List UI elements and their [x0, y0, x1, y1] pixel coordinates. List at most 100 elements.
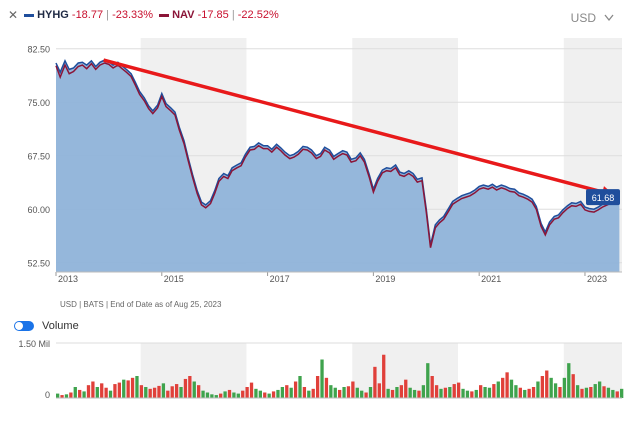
- volume-bar: [157, 385, 161, 398]
- volume-bar: [78, 389, 82, 398]
- volume-bar: [223, 391, 227, 398]
- volume-bar: [487, 387, 492, 398]
- volume-bar: [104, 387, 108, 398]
- legend-hyhg: HYHG -18.77 | -23.33%: [24, 9, 153, 21]
- volume-bar: [280, 387, 285, 398]
- volume-bar: [302, 387, 307, 398]
- volume-bar: [395, 387, 399, 398]
- x-tick-label: 2015: [164, 274, 184, 284]
- volume-bar: [108, 390, 113, 398]
- volume-bar: [558, 387, 562, 398]
- volume-bar: [567, 363, 571, 398]
- volume-bar: [267, 393, 271, 398]
- volume-bar: [139, 385, 144, 398]
- y-tick-label: 82.50: [27, 45, 50, 55]
- last-value-badge: [586, 189, 620, 206]
- volume-bar: [505, 372, 509, 398]
- volume-bar: [289, 387, 293, 398]
- volume-bar: [276, 389, 280, 398]
- volume-toggle-row: Volume: [14, 320, 79, 332]
- volume-bar: [227, 389, 232, 398]
- volume-bar: [271, 391, 276, 398]
- volume-bar: [501, 377, 505, 398]
- volume-bar: [474, 389, 478, 398]
- currency-label: USD: [570, 11, 596, 25]
- legend-nav: NAV -17.85 | -22.52%: [159, 9, 279, 21]
- x-tick-label: 2019: [375, 274, 395, 284]
- volume-bar: [100, 383, 104, 398]
- volume-bar: [245, 387, 249, 398]
- volume-bar: [434, 385, 439, 398]
- volume-bar: [214, 395, 218, 398]
- y-tick-label: 0: [45, 390, 50, 400]
- volume-bar: [465, 390, 470, 398]
- volume-bar: [404, 379, 408, 398]
- volume-bar: [620, 388, 624, 398]
- y-tick-label: 67.50: [27, 152, 50, 162]
- x-tick-label: 2021: [481, 274, 501, 284]
- volume-bar: [174, 384, 179, 398]
- volume-bar: [82, 391, 86, 398]
- volume-bar: [597, 381, 602, 398]
- series-line-nav: [55, 62, 620, 248]
- volume-bar: [408, 387, 412, 398]
- volume-bar: [135, 376, 139, 398]
- volume-bar: [518, 387, 522, 398]
- volume-bar: [496, 381, 500, 398]
- currency-select[interactable]: USD: [571, 11, 614, 25]
- volume-chart[interactable]: 1.50 Mil 0: [0, 335, 640, 435]
- volume-bar: [324, 377, 329, 398]
- volume-bar: [293, 381, 298, 398]
- volume-bar: [188, 376, 192, 398]
- volume-bar: [355, 387, 359, 398]
- volume-bar: [382, 354, 386, 398]
- volume-bar: [285, 385, 289, 398]
- volume-bar: [470, 391, 474, 398]
- volume-bar: [364, 392, 368, 398]
- volume-label: Volume: [42, 320, 79, 332]
- volume-bar: [219, 393, 223, 398]
- separator: |: [106, 9, 110, 21]
- volume-bar: [117, 382, 121, 398]
- y-tick-label: 1.50 Mil: [18, 339, 50, 349]
- volume-bar: [589, 387, 593, 398]
- volume-bar: [86, 385, 91, 398]
- volume-bar: [170, 386, 174, 398]
- volume-bar: [73, 387, 77, 398]
- volume-bar: [346, 386, 351, 398]
- volume-bar: [514, 385, 518, 398]
- volume-bar: [205, 392, 210, 398]
- volume-bar: [60, 395, 64, 398]
- price-chart[interactable]: 82.50 75.00 67.50 60.00 52.50 2013 2015 2017 201…: [0, 0, 640, 300]
- volume-bar: [545, 370, 549, 398]
- volume-bar: [315, 376, 320, 398]
- volume-bar: [509, 379, 514, 398]
- volume-bar: [254, 388, 258, 398]
- separator: |: [231, 9, 235, 21]
- volume-bar: [430, 376, 434, 398]
- volume-bar: [360, 390, 364, 398]
- volume-bar: [130, 377, 135, 398]
- volume-bar: [91, 381, 95, 398]
- chevron-down-icon: [604, 11, 614, 25]
- volume-bar: [298, 376, 302, 398]
- volume-bar: [69, 392, 73, 398]
- volume-bar: [456, 382, 461, 398]
- volume-bar: [483, 387, 487, 398]
- volume-bar: [179, 387, 183, 398]
- volume-bar: [536, 381, 540, 398]
- chart-legend: ✕ HYHG -18.77 | -23.33% NAV -17.85 | -22…: [8, 8, 279, 22]
- volume-bar: [368, 387, 373, 398]
- volume-bar: [144, 387, 148, 398]
- volume-bar: [461, 388, 465, 398]
- volume-bar: [452, 384, 456, 398]
- volume-bar: [166, 390, 170, 398]
- volume-bar: [584, 387, 589, 398]
- y-tick-label: 75.00: [27, 98, 50, 108]
- volume-bar: [606, 387, 611, 398]
- volume-toggle[interactable]: [14, 321, 34, 331]
- volume-bar: [426, 363, 430, 398]
- volume-bar: [421, 385, 426, 398]
- volume-bar: [183, 378, 188, 398]
- close-icon[interactable]: ✕: [8, 8, 19, 22]
